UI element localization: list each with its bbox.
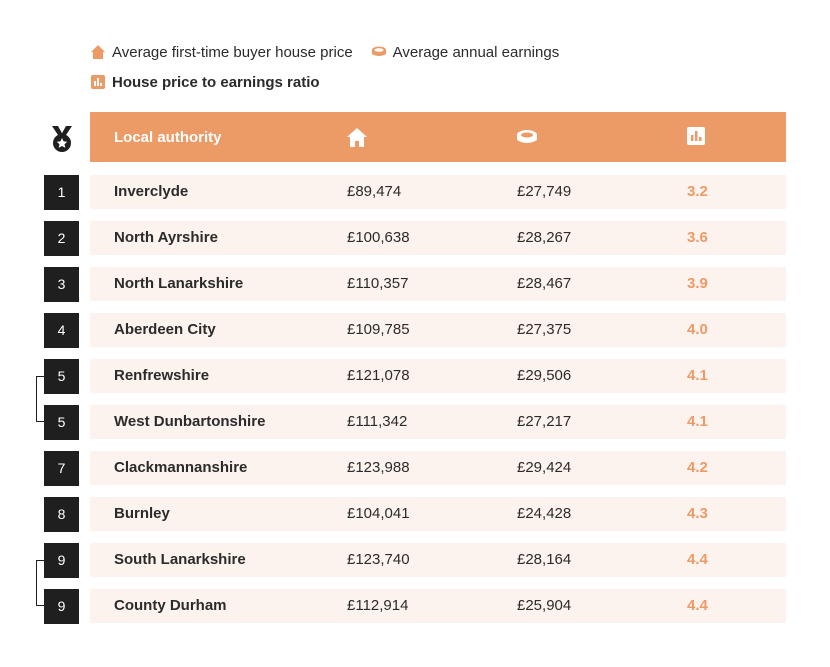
table-header: Local authority: [90, 112, 786, 162]
house-price-cell: £109,785: [347, 321, 410, 338]
rank-badge: 7: [44, 450, 79, 486]
ratio-cell: 4.4: [687, 597, 708, 614]
house-price-cell: £112,914: [347, 597, 409, 614]
table-row: South Lanarkshire £123,740 £28,164 4.4: [90, 543, 786, 577]
local-authority-cell: West Dunbartonshire: [114, 413, 266, 430]
ratio-cell: 4.1: [687, 367, 708, 384]
ratio-cell: 3.9: [687, 275, 708, 292]
ratio-cell: 4.1: [687, 413, 708, 430]
local-authority-cell: Aberdeen City: [114, 321, 216, 338]
legend-label-house-price: Average first-time buyer house price: [112, 43, 353, 61]
rank-badge: 8: [44, 496, 79, 532]
house-price-cell: £110,357: [347, 275, 409, 292]
local-authority-cell: North Ayrshire: [114, 229, 218, 246]
rank-badge: 2: [44, 220, 79, 256]
local-authority-cell: County Durham: [114, 597, 227, 614]
table-row: North Lanarkshire £110,357 £28,467 3.9: [90, 267, 786, 301]
legend-label-ratio: House price to earnings ratio: [112, 73, 320, 91]
tie-bracket: [36, 376, 45, 422]
rank-badge: 9: [44, 588, 79, 624]
house-price-cell: £123,740: [347, 551, 410, 568]
house-price-cell: £104,041: [347, 505, 410, 522]
bar-chart-icon: [90, 74, 106, 90]
earnings-cell: £28,467: [517, 275, 572, 292]
legend-item-house-price: Average first-time buyer house price: [90, 44, 353, 61]
earnings-cell: £27,217: [517, 413, 572, 430]
house-price-cell: £123,988: [347, 459, 410, 476]
header-coins-icon: [516, 127, 538, 149]
tie-bracket: [36, 560, 45, 606]
table-row: West Dunbartonshire £111,342 £27,217 4.1: [90, 405, 786, 439]
local-authority-cell: Renfrewshire: [114, 367, 210, 384]
medal-icon: [49, 125, 75, 153]
header-house-icon: [346, 127, 368, 149]
local-authority-cell: Inverclyde: [114, 183, 189, 200]
earnings-cell: £27,749: [517, 183, 572, 200]
ratio-cell: 4.2: [687, 459, 708, 476]
local-authority-cell: Clackmannanshire: [114, 459, 248, 476]
legend-item-ratio: House price to earnings ratio: [90, 74, 320, 91]
ratio-cell: 4.4: [687, 551, 708, 568]
table-row: North Ayrshire £100,638 £28,267 3.6: [90, 221, 786, 255]
rank-badge: 5: [44, 358, 79, 394]
header-local-authority: Local authority: [114, 128, 222, 146]
house-price-cell: £89,474: [347, 183, 402, 200]
table-row: County Durham £112,914 £25,904 4.4: [90, 589, 786, 623]
rank-badge: 1: [44, 174, 79, 210]
local-authority-cell: Burnley: [114, 505, 170, 522]
house-price-cell: £121,078: [347, 367, 410, 384]
ratio-cell: 3.2: [687, 183, 708, 200]
earnings-cell: £28,164: [517, 551, 572, 568]
local-authority-cell: South Lanarkshire: [114, 551, 246, 568]
legend-label-earnings: Average annual earnings: [392, 43, 560, 61]
rank-badge: 4: [44, 312, 79, 348]
house-icon: [90, 44, 106, 60]
ratio-cell: 4.0: [687, 321, 708, 338]
earnings-cell: £28,267: [517, 229, 572, 246]
earnings-cell: £29,506: [517, 367, 572, 384]
earnings-cell: £29,424: [517, 459, 572, 476]
ratio-cell: 3.6: [687, 229, 708, 246]
rank-badge: 9: [44, 542, 79, 578]
earnings-cell: £24,428: [517, 505, 572, 522]
legend-item-earnings: Average annual earnings: [371, 43, 560, 61]
legend: Average first-time buyer house price Ave…: [90, 40, 577, 100]
table-row: Renfrewshire £121,078 £29,506 4.1: [90, 359, 786, 393]
table-row: Inverclyde £89,474 £27,749 3.2: [90, 175, 786, 209]
legend-row-1: Average first-time buyer house price Ave…: [90, 40, 577, 64]
header-bar-chart-icon: [687, 127, 709, 149]
earnings-cell: £27,375: [517, 321, 572, 338]
house-price-cell: £100,638: [347, 229, 410, 246]
rank-badge: 3: [44, 266, 79, 302]
rank-badge: 5: [44, 404, 79, 440]
legend-row-2: House price to earnings ratio: [90, 70, 577, 94]
house-price-cell: £111,342: [347, 413, 408, 430]
earnings-cell: £25,904: [517, 597, 572, 614]
ratio-cell: 4.3: [687, 505, 708, 522]
coins-icon: [371, 44, 387, 60]
local-authority-cell: North Lanarkshire: [114, 275, 244, 292]
table-row: Clackmannanshire £123,988 £29,424 4.2: [90, 451, 786, 485]
table-row: Aberdeen City £109,785 £27,375 4.0: [90, 313, 786, 347]
table-row: Burnley £104,041 £24,428 4.3: [90, 497, 786, 531]
